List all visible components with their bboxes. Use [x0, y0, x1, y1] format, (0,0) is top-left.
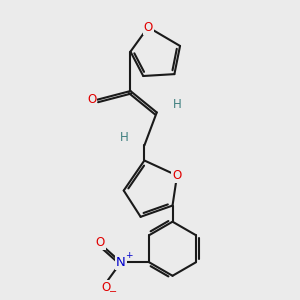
Text: O: O: [96, 236, 105, 249]
Text: O: O: [172, 169, 182, 182]
Text: H: H: [173, 98, 182, 111]
Text: O: O: [101, 280, 111, 293]
Text: +: +: [125, 251, 133, 260]
Text: O: O: [143, 21, 153, 34]
Text: −: −: [110, 287, 118, 297]
Text: N: N: [116, 256, 126, 269]
Text: H: H: [120, 131, 129, 145]
Text: O: O: [87, 93, 96, 106]
